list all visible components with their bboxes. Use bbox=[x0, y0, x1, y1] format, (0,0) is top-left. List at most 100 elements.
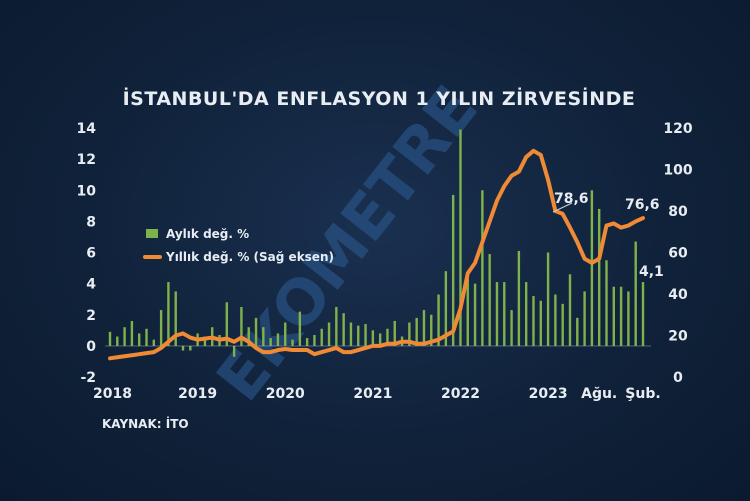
monthly-bar bbox=[225, 302, 229, 346]
right-tick-label: 100 bbox=[663, 163, 692, 179]
monthly-bar bbox=[130, 320, 134, 346]
right-tick-label: 120 bbox=[663, 121, 692, 137]
monthly-bar bbox=[532, 296, 535, 346]
right-axis: 0 20 40 60 80 100 120 bbox=[663, 121, 692, 386]
monthly-bar bbox=[619, 286, 623, 346]
monthly-bar bbox=[276, 333, 280, 346]
monthly-bar bbox=[510, 310, 513, 346]
monthly-bar bbox=[108, 331, 112, 346]
right-tick-label: 20 bbox=[668, 329, 688, 345]
monthly-bar bbox=[444, 271, 448, 346]
monthly-bar bbox=[612, 286, 615, 346]
monthly-bar bbox=[590, 190, 594, 346]
x-tick-label: 2019 bbox=[178, 386, 217, 402]
monthly-bar bbox=[473, 283, 477, 346]
monthly-bar bbox=[116, 336, 119, 346]
legend-label-line: Yıllık değ. % (Sağ eksen) bbox=[165, 250, 334, 264]
monthly-bar bbox=[291, 339, 294, 346]
monthly-bar bbox=[503, 282, 506, 346]
monthly-bar bbox=[378, 333, 382, 346]
monthly-bar bbox=[203, 336, 207, 346]
monthly-bar bbox=[357, 325, 360, 346]
monthly-bar bbox=[415, 317, 418, 346]
monthly-bar bbox=[371, 330, 375, 346]
monthly-bar bbox=[641, 282, 645, 346]
monthly-bar bbox=[174, 291, 177, 346]
monthly-bar bbox=[576, 317, 579, 346]
watermark-text: EKOMETRE bbox=[202, 72, 491, 414]
monthly-bar bbox=[568, 274, 572, 346]
right-tick-label: 0 bbox=[673, 370, 683, 386]
monthly-bar bbox=[342, 313, 345, 346]
monthly-bar bbox=[152, 339, 156, 346]
monthly-bar bbox=[240, 306, 243, 346]
monthly-bar bbox=[524, 282, 528, 346]
monthly-bar bbox=[437, 294, 440, 346]
left-tick-label: 0 bbox=[86, 339, 96, 355]
left-tick-label: 14 bbox=[77, 121, 97, 137]
annotation-leader bbox=[552, 202, 573, 213]
monthly-bar bbox=[335, 306, 338, 346]
monthly-bar bbox=[364, 324, 367, 346]
left-tick-label: -2 bbox=[80, 370, 96, 386]
monthly-bar bbox=[495, 282, 499, 346]
left-tick-label: 4 bbox=[86, 277, 96, 293]
monthly-bar bbox=[247, 327, 250, 346]
x-tick-label: 2020 bbox=[266, 386, 305, 402]
monthly-bar bbox=[167, 282, 170, 346]
monthly-bar bbox=[349, 322, 353, 346]
right-tick-label: 60 bbox=[668, 246, 688, 262]
left-tick-label: 12 bbox=[77, 152, 96, 168]
monthly-bar bbox=[181, 345, 185, 351]
monthly-bar bbox=[189, 345, 192, 351]
monthly-bar bbox=[254, 317, 258, 346]
monthly-bar bbox=[488, 254, 491, 346]
legend-label-bar: Aylık değ. % bbox=[166, 227, 249, 241]
monthly-bar bbox=[546, 252, 550, 346]
annotations: 78,6 76,6 4,1 bbox=[552, 191, 664, 280]
x-tick-label: Şub. bbox=[625, 386, 660, 402]
left-tick-label: 6 bbox=[86, 246, 96, 262]
left-tick-label: 2 bbox=[86, 308, 96, 324]
monthly-bar bbox=[554, 294, 557, 346]
line-series bbox=[108, 148, 645, 361]
x-tick-label: 2018 bbox=[93, 386, 132, 402]
source-note: KAYNAK: İTO bbox=[102, 416, 189, 431]
monthly-bar bbox=[262, 327, 265, 346]
chart-title: İSTANBUL'DA ENFLASYON 1 YILIN ZİRVESİNDE bbox=[123, 86, 636, 110]
annotation-feb-2024-yearly: 76,6 bbox=[625, 197, 660, 213]
legend-swatch-bar bbox=[146, 229, 158, 238]
right-tick-label: 80 bbox=[668, 204, 688, 220]
x-tick-label: 2023 bbox=[529, 386, 568, 402]
monthly-bar bbox=[430, 314, 433, 346]
right-tick-label: 40 bbox=[668, 287, 688, 303]
legend: Aylık değ. % Yıllık değ. % (Sağ eksen) bbox=[143, 227, 334, 264]
monthly-bar bbox=[393, 320, 396, 346]
monthly-bar bbox=[539, 300, 542, 346]
annotation-march-2023: 78,6 bbox=[554, 191, 589, 207]
x-tick-label: Ağu. bbox=[581, 386, 617, 402]
monthly-bar bbox=[605, 260, 608, 346]
annotation-feb-2024-monthly: 4,1 bbox=[639, 264, 664, 280]
monthly-bar bbox=[459, 129, 462, 346]
monthly-bar bbox=[269, 338, 272, 346]
monthly-bar bbox=[313, 334, 316, 346]
monthly-bar bbox=[298, 311, 302, 346]
monthly-bar bbox=[305, 338, 309, 346]
monthly-bar bbox=[451, 194, 455, 346]
monthly-bar bbox=[138, 333, 141, 346]
monthly-bar bbox=[583, 291, 586, 346]
yearly-line bbox=[108, 148, 645, 361]
monthly-bar bbox=[327, 322, 331, 346]
monthly-bar bbox=[145, 328, 148, 346]
monthly-bar bbox=[627, 291, 630, 346]
monthly-bar bbox=[634, 241, 637, 346]
monthly-bar bbox=[159, 310, 163, 346]
x-tick-label: 2021 bbox=[353, 386, 392, 402]
monthly-bar bbox=[123, 327, 126, 346]
left-tick-label: 10 bbox=[77, 183, 97, 199]
monthly-bar bbox=[466, 274, 469, 346]
x-tick-label: 2022 bbox=[441, 386, 480, 402]
monthly-bar bbox=[408, 322, 411, 346]
